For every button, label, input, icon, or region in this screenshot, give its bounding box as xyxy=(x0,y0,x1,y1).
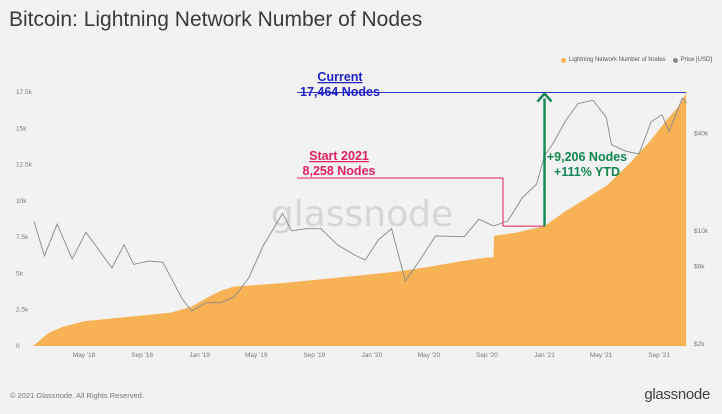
legend: Lightning Network Number of Nodes Price … xyxy=(560,57,712,63)
change-arrow-head xyxy=(536,91,553,103)
legend-swatch-nodes xyxy=(560,57,566,63)
y-left-tick-label: 15k xyxy=(16,125,27,132)
x-tick-label: Jan '20 xyxy=(361,352,382,359)
legend-swatch-price xyxy=(672,57,678,63)
current-label: Current xyxy=(317,70,363,84)
y-left-tick-label: 12.5k xyxy=(16,162,33,169)
legend-label-price: Price [USD] xyxy=(680,57,712,63)
watermark-text: glassnode xyxy=(271,194,453,235)
start-label: Start 2021 xyxy=(309,149,369,163)
x-tick-label: Sep '21 xyxy=(648,352,670,359)
price-line xyxy=(33,97,688,312)
price-layer xyxy=(33,97,688,312)
y-right-tick-label: $10k xyxy=(694,228,709,235)
area-layer xyxy=(34,92,687,346)
x-tick-label: Jan '21 xyxy=(534,352,555,359)
y-right-tick-label: $40k xyxy=(694,130,709,137)
brand-logo-text[interactable]: glassnode xyxy=(644,386,710,403)
x-tick-label: May '20 xyxy=(418,352,441,359)
legend-label-nodes: Lightning Network Number of Nodes xyxy=(568,57,666,63)
y-left-tick-label: 17.5k xyxy=(16,89,33,96)
legend-item-price[interactable]: Price [USD] xyxy=(672,57,712,63)
start-value: 8,258 Nodes xyxy=(303,164,376,178)
y-left-tick-label: 2.5k xyxy=(16,307,29,314)
y-left-tick-label: 10k xyxy=(16,198,27,205)
current-value: 17,464 Nodes xyxy=(300,85,380,99)
axis-layer: 0 2.5k 5k 7.5k 10k 12.5k 15k 17.5k $2k $6k $10k $40… xyxy=(16,89,709,359)
x-tick-label: May '18 xyxy=(73,352,96,359)
y-right-tick-label: $2k xyxy=(694,341,705,348)
change-nodes-label: +9,206 Nodes xyxy=(547,150,627,164)
change-pct-label: +111% YTD xyxy=(554,165,620,179)
x-tick-label: May '19 xyxy=(245,352,268,359)
x-tick-label: Sep '19 xyxy=(303,352,325,359)
x-tick-label: Sep '18 xyxy=(131,352,153,359)
x-tick-label: May '21 xyxy=(590,352,613,359)
y-left-tick-label: 5k xyxy=(16,270,24,277)
y-left-tick-label: 7.5k xyxy=(16,234,29,241)
chart-title: Bitcoin: Lightning Network Number of Nod… xyxy=(9,8,423,31)
y-right-tick-label: $6k xyxy=(694,264,705,271)
legend-item-nodes[interactable]: Lightning Network Number of Nodes xyxy=(560,57,666,63)
y-left-tick-label: 0 xyxy=(16,343,20,350)
copyright-text: © 2021 Glassnode. All Rights Reserved. xyxy=(10,391,144,400)
x-tick-label: Sep '20 xyxy=(476,352,498,359)
nodes-area xyxy=(34,92,687,346)
x-tick-label: Jan '19 xyxy=(189,352,210,359)
